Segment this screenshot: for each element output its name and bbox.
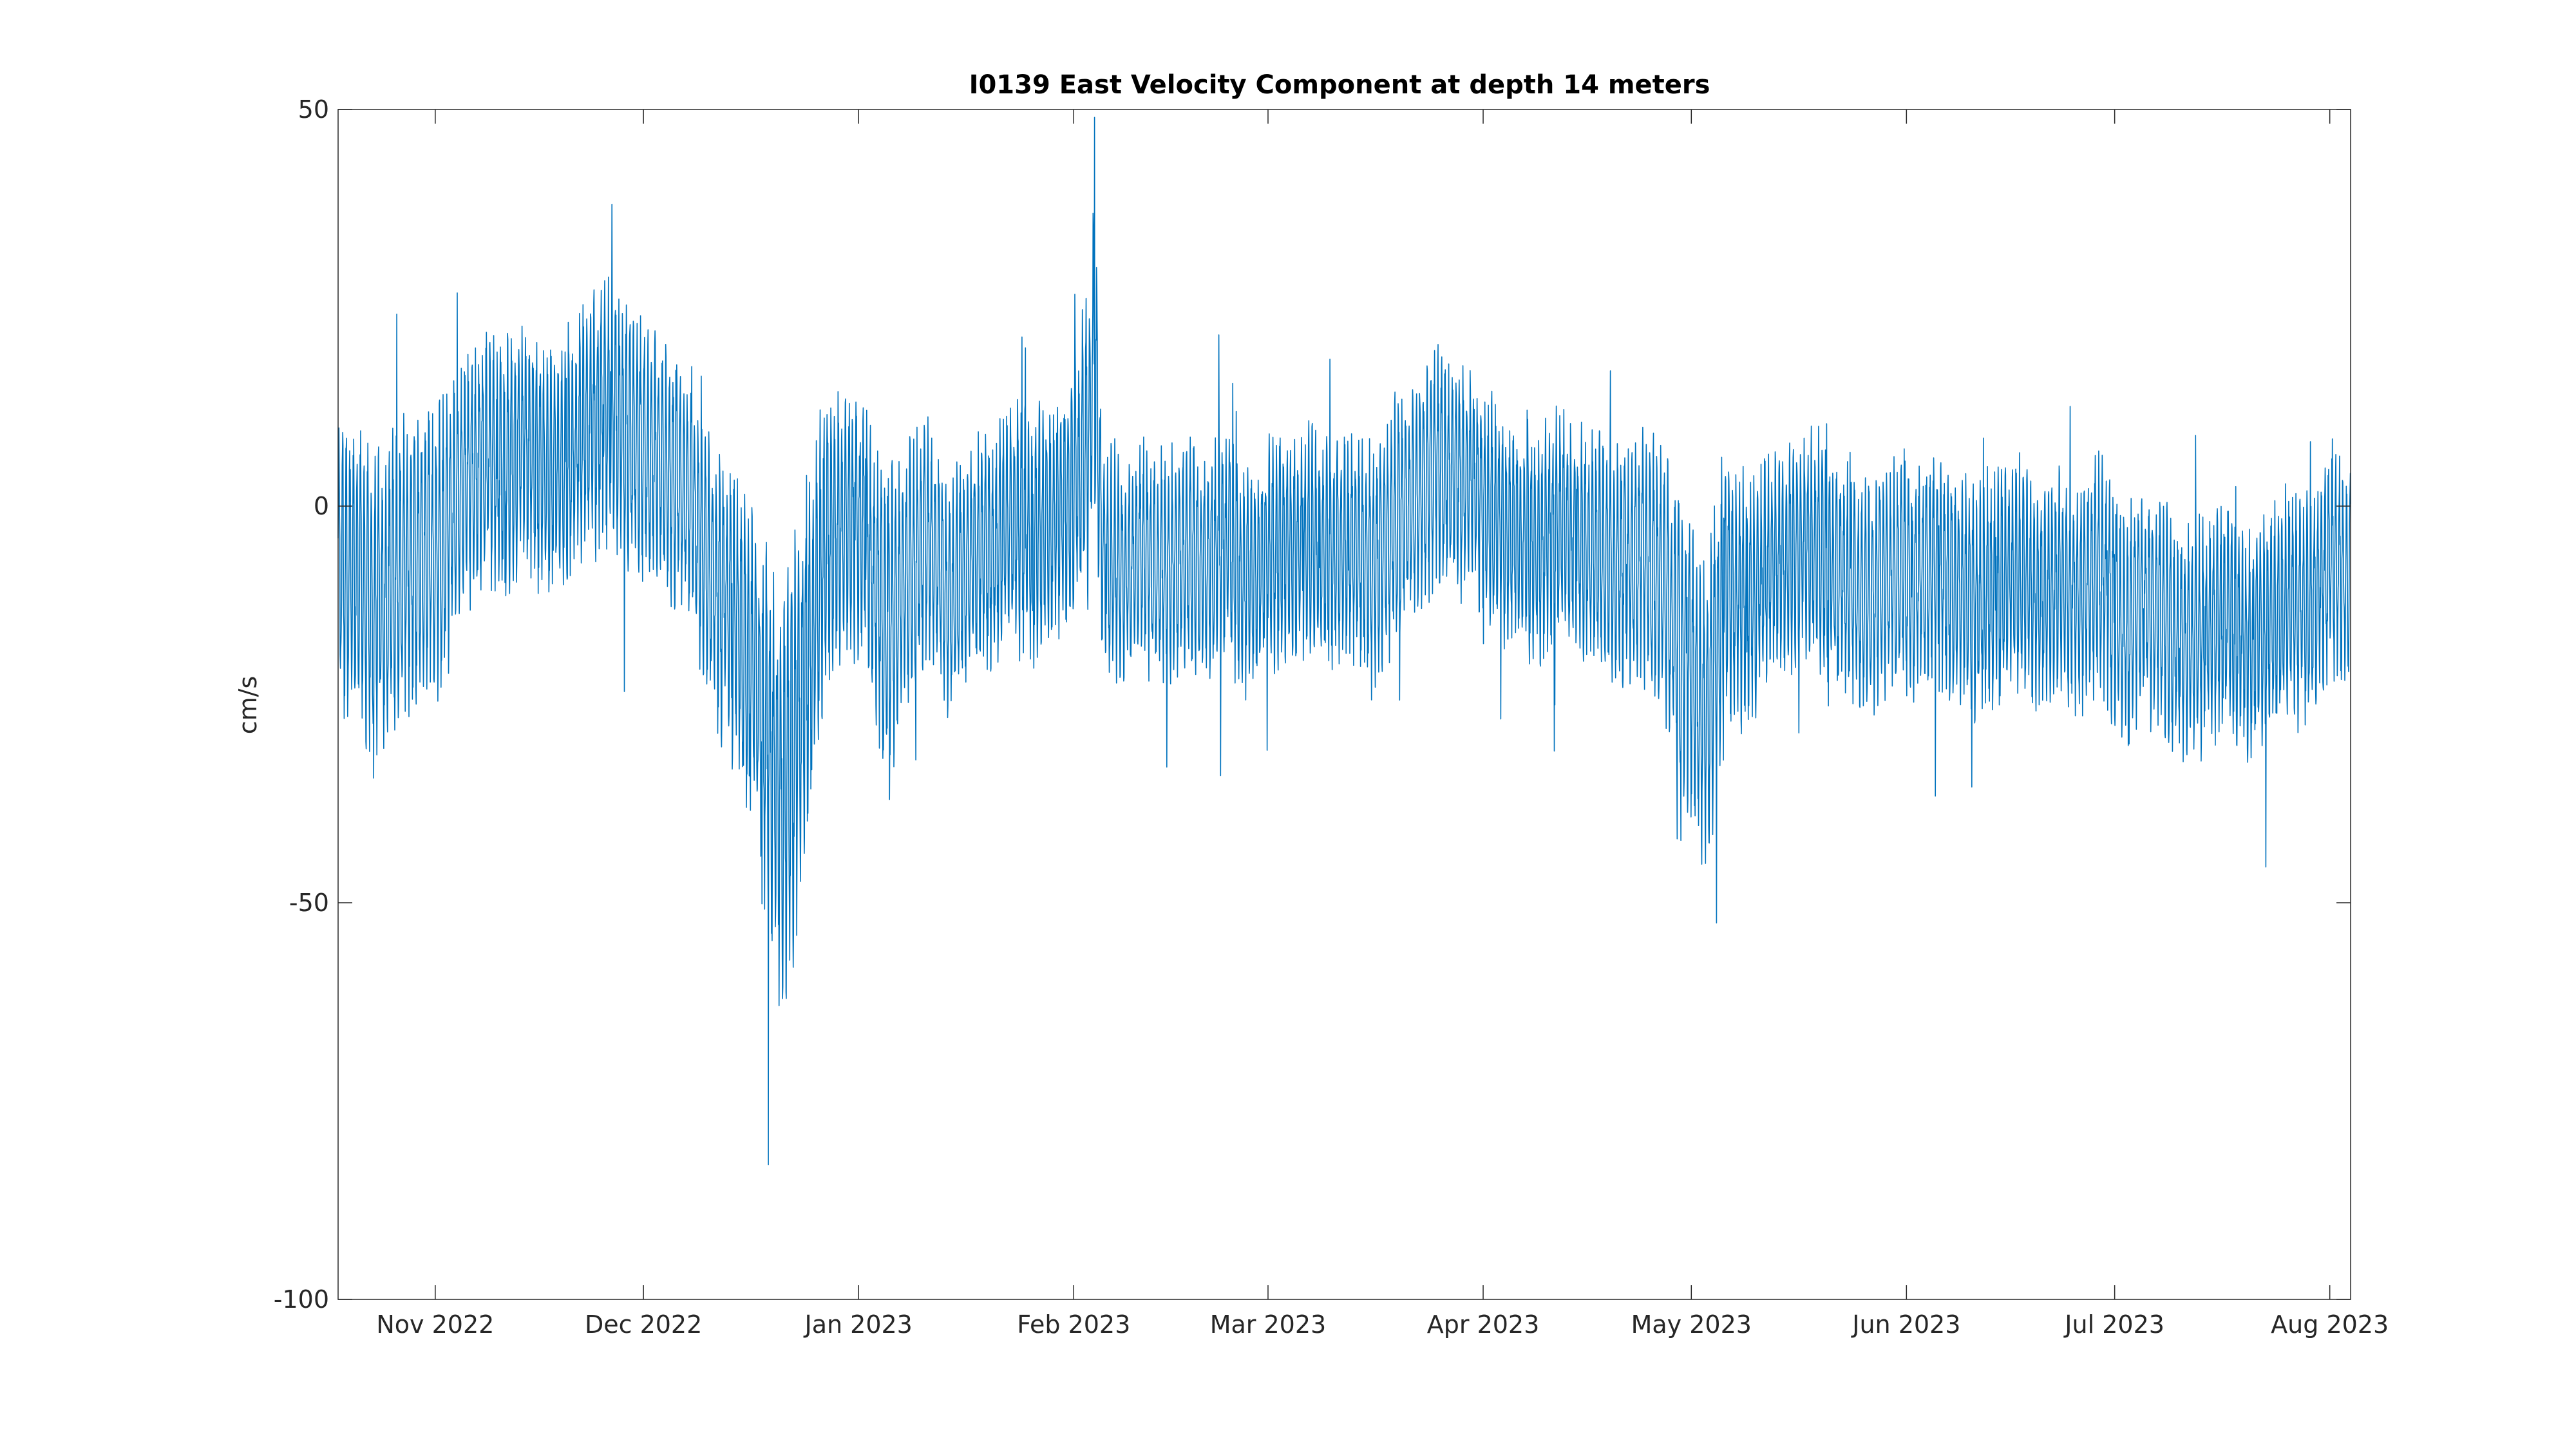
x-tick-label: Jul 2023 (2063, 1310, 2164, 1339)
y-tick-label: -100 (274, 1285, 329, 1314)
chart-title: I0139 East Velocity Component at depth 1… (969, 70, 1710, 100)
x-tick-label: Dec 2022 (585, 1310, 702, 1339)
x-tick-label: Jun 2023 (1851, 1310, 1960, 1339)
x-tick-label: May 2023 (1631, 1310, 1752, 1339)
series-layer (337, 117, 2351, 1165)
x-tick-label: Feb 2023 (1017, 1310, 1130, 1339)
y-tick-label: 0 (314, 492, 329, 520)
x-tick-label: Aug 2023 (2271, 1310, 2389, 1339)
x-tick-label: Mar 2023 (1210, 1310, 1326, 1339)
y-tick-label: 50 (298, 95, 329, 124)
x-tick-label: Jan 2023 (804, 1310, 913, 1339)
y-axis-label: cm/s (234, 676, 262, 735)
x-tick-label: Apr 2023 (1427, 1310, 1540, 1339)
y-tick-label: -50 (289, 889, 329, 917)
plot-box (337, 109, 2351, 1300)
axes: -100 -50 0 50 Nov 2022 Dec 2022 Jan 2023 Feb 20… (274, 95, 2389, 1339)
x-tick-label: Nov 2022 (376, 1310, 494, 1339)
velocity-series-line (337, 117, 2351, 1165)
